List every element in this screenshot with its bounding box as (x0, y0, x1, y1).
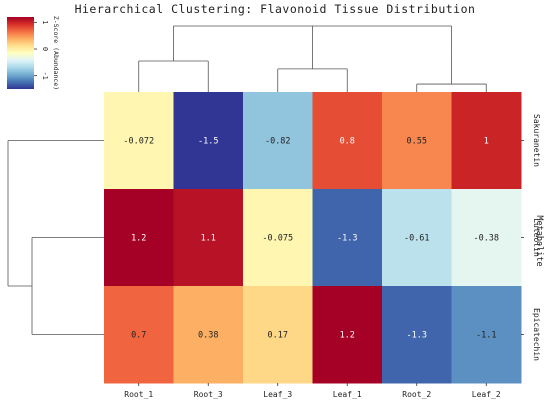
cell-value-label: -0.82 (265, 137, 291, 147)
heatmap-cell (451, 286, 522, 384)
heatmap-cell (451, 92, 522, 190)
heatmap-cell (173, 189, 244, 287)
cell-value-label: 1.2 (340, 331, 355, 341)
y-axis-label: Metabolite (534, 215, 544, 266)
cell-value-label: -0.075 (262, 234, 293, 244)
x-tick-label: Leaf_3 (263, 390, 292, 399)
cell-value-label: -1.5 (198, 137, 218, 147)
heatmap-cell (312, 92, 383, 190)
heatmap-cell (312, 189, 383, 287)
row-dendrogram (7, 140, 104, 335)
heatmap-cell (104, 286, 174, 384)
colorbar-scale (7, 17, 34, 89)
cell-value-label: 1 (484, 137, 489, 147)
colorbar-tick-label: 0 (41, 47, 49, 51)
heatmap-cell (243, 189, 313, 287)
cell-value-label: -0.61 (404, 234, 430, 244)
x-axis-tick-labels: Root_1 Root_3 Leaf_3 Leaf_1 Root_2 Leaf_2 (124, 383, 501, 399)
heatmap-cell (243, 286, 313, 384)
x-tick-label: Root_1 (124, 390, 153, 399)
x-tick-label: Leaf_1 (333, 390, 362, 399)
heatmap-cells: -0.072 -1.5 -0.82 0.8 0.55 1 1.2 1.1 -0.075 -1.3 -… (104, 92, 522, 384)
heatmap-cell (104, 92, 174, 190)
cell-value-label: -1.1 (476, 331, 496, 341)
chart-title: Hierarchical Clustering: Flavonoid Tissu… (75, 2, 476, 16)
cell-value-label: 0.17 (268, 331, 288, 341)
colorbar: 1 0 -1 Z-Score (Abundance) (7, 16, 60, 90)
cell-value-label: 0.7 (131, 331, 146, 341)
heatmap-cell (382, 92, 452, 190)
y-axis-tick-labels: Sakuranetin Luteolin Epicatechin (521, 114, 541, 361)
cell-value-label: 0.55 (407, 137, 427, 147)
heatmap-cell (173, 286, 244, 384)
cell-value-label: 1.1 (201, 234, 216, 244)
heatmap-cell (243, 92, 313, 190)
heatmap-cell (312, 286, 383, 384)
cell-value-label: -0.072 (123, 137, 154, 147)
cell-value-label: 0.38 (198, 331, 218, 341)
cell-value-label: -1.3 (407, 331, 427, 341)
heatmap-cell (382, 189, 452, 287)
x-tick-label: Leaf_2 (472, 390, 501, 399)
cell-value-label: 0.8 (340, 137, 355, 147)
colorbar-tick-label: -1 (41, 71, 49, 79)
cell-value-label: -0.38 (473, 234, 499, 244)
heatmap-cell (104, 189, 174, 287)
colorbar-label: Z-Score (Abundance) (52, 16, 60, 90)
x-tick-label: Root_2 (402, 390, 431, 399)
x-tick-label: Root_3 (194, 390, 223, 399)
heatmap-cell (451, 189, 522, 287)
column-dendrogram (138, 25, 487, 92)
heatmap-cell (382, 286, 452, 384)
heatmap-cell (173, 92, 244, 190)
colorbar-tick-label: 1 (41, 20, 49, 24)
cell-value-label: -1.3 (337, 234, 357, 244)
y-tick-label: Luteolin (532, 218, 541, 257)
cell-value-label: 1.2 (131, 234, 146, 244)
y-tick-label: Epicatechin (532, 308, 541, 361)
y-tick-label: Sakuranetin (532, 114, 541, 167)
